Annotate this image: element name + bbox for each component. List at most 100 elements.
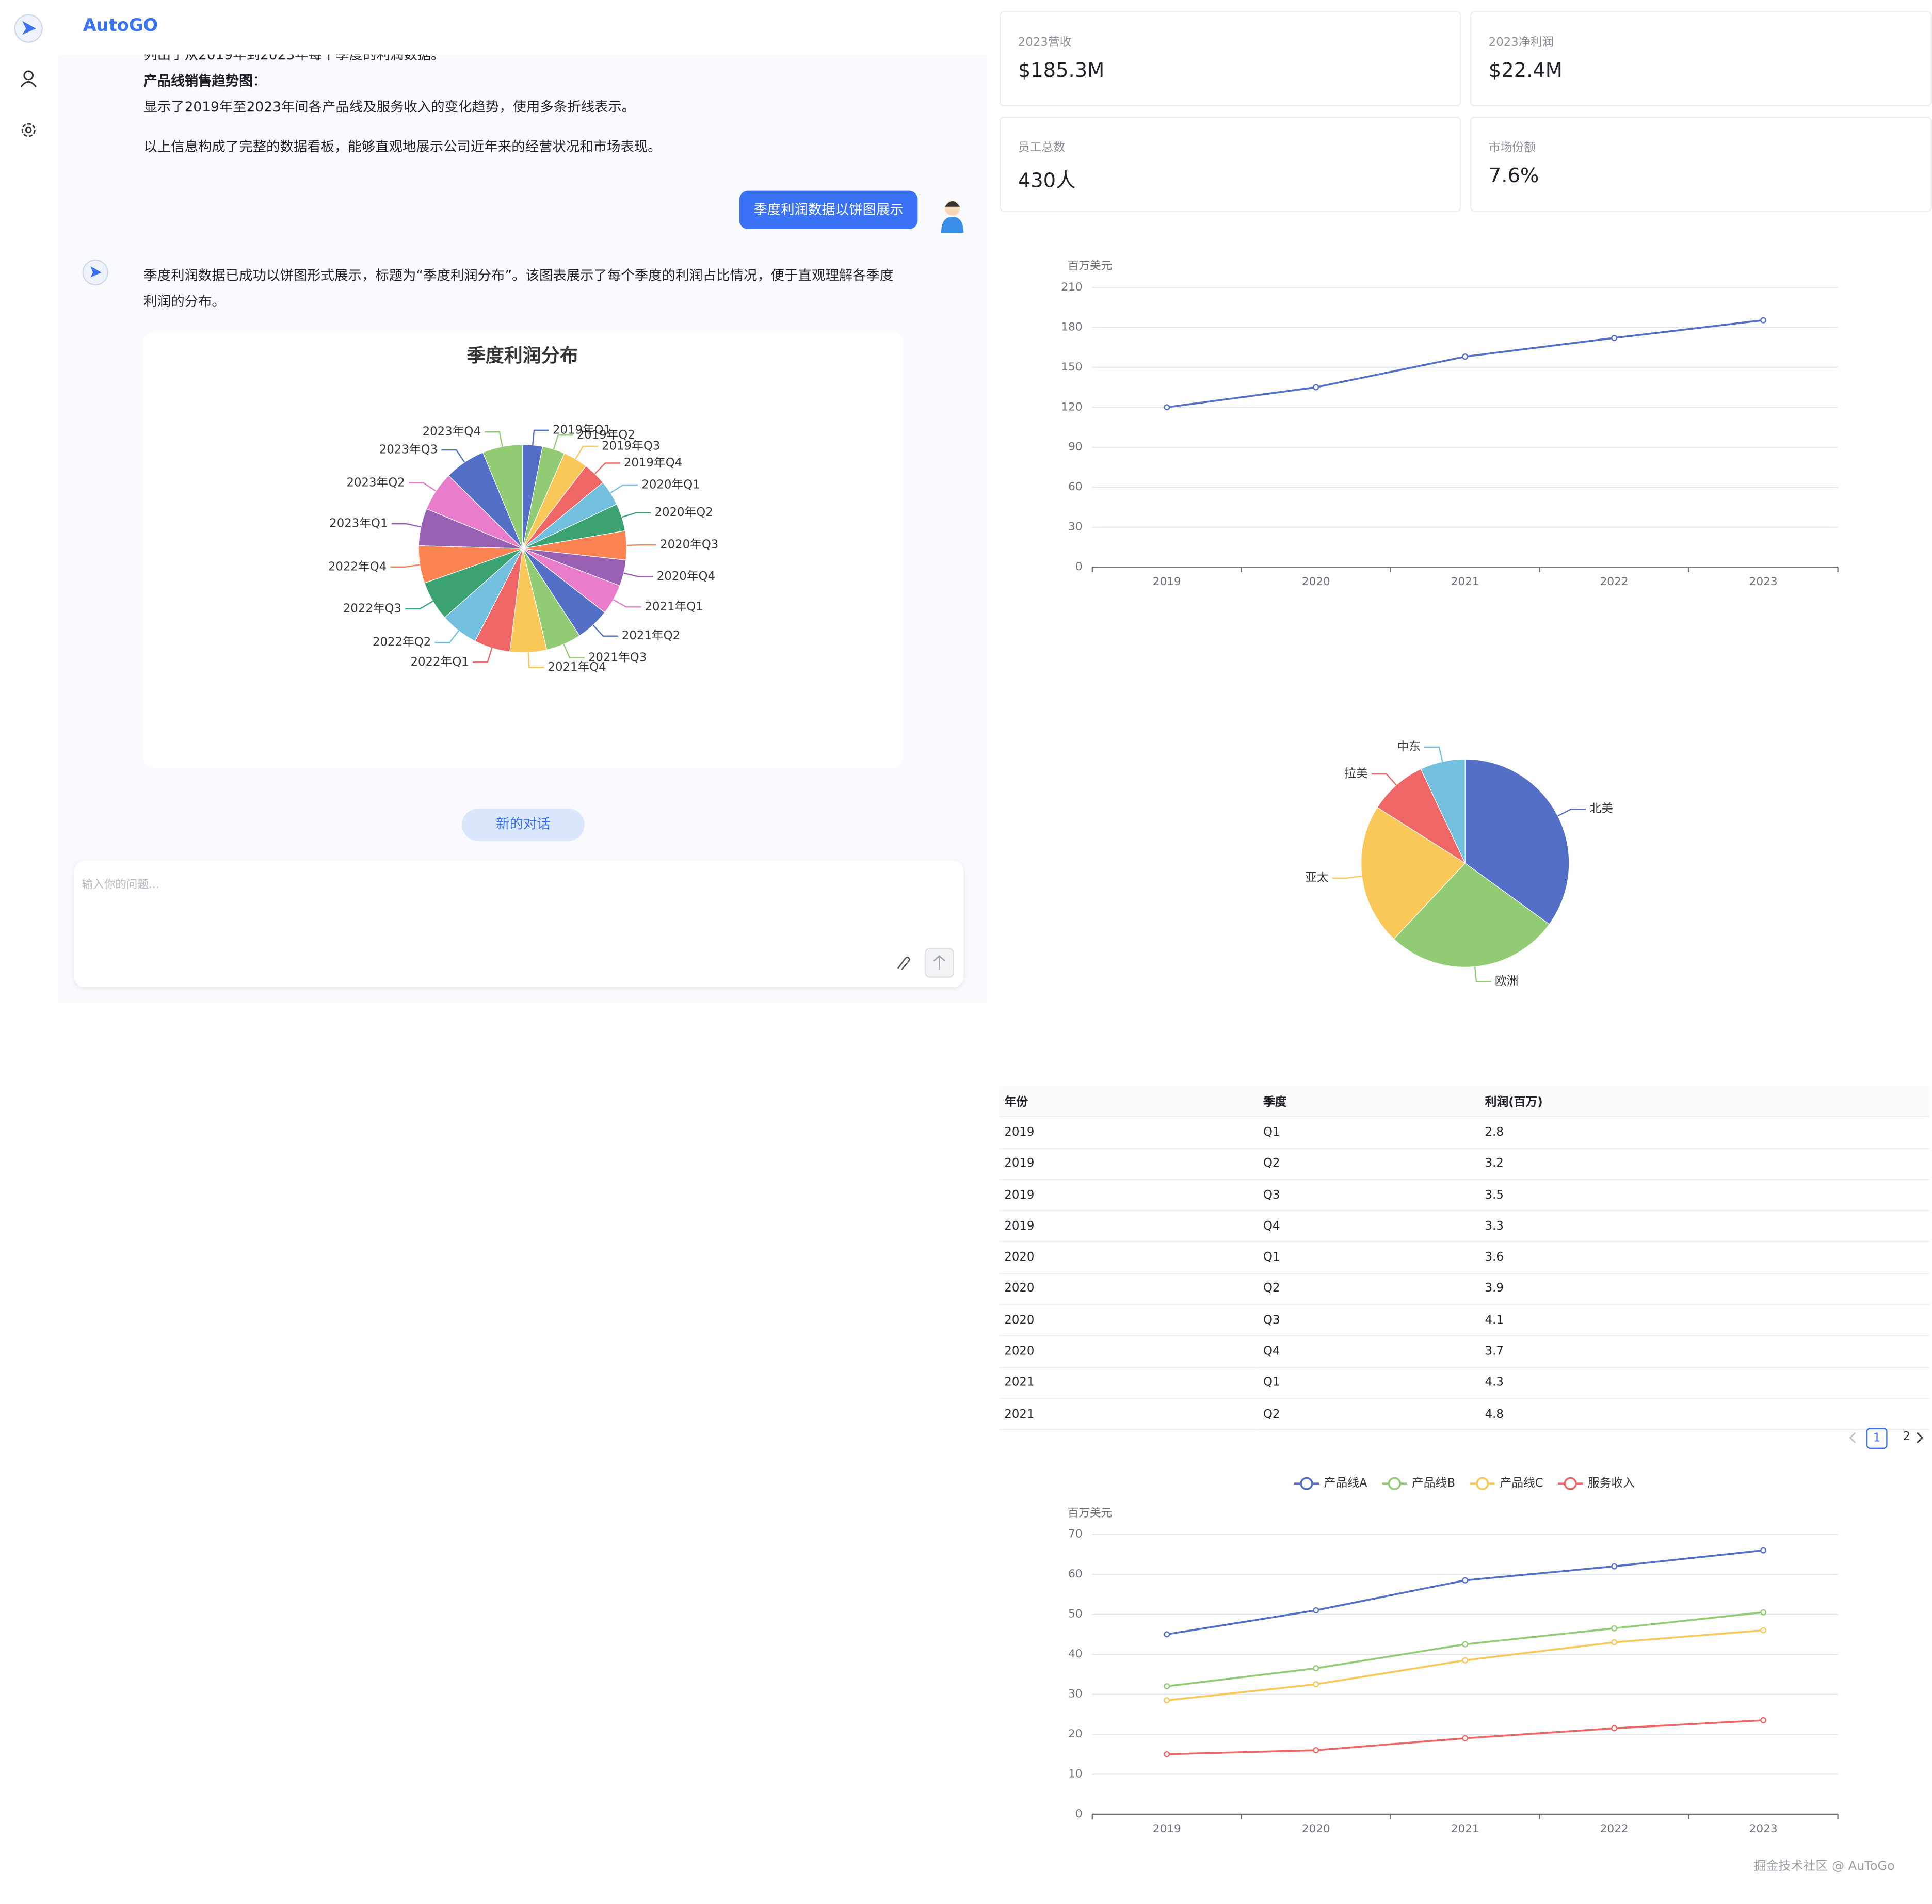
label-line	[405, 601, 433, 609]
legend-label: 服务收入	[1588, 1477, 1635, 1490]
table-cell: Q2	[1258, 1148, 1480, 1180]
legend-marker	[1476, 1477, 1489, 1490]
table-cell: 2020	[999, 1304, 1259, 1337]
y-tick-label: 210	[1061, 281, 1082, 294]
table-cell: 2019	[999, 1117, 1259, 1149]
profit-table: 年份 季度 利润(百万) 2019 Q1 2.8 2019 Q2 3.2 2019 Q3 3.5 20…	[999, 1086, 1930, 1431]
send-icon	[933, 955, 946, 970]
table-cell: 2021	[999, 1367, 1259, 1399]
x-tick-label: 2020	[1302, 575, 1330, 588]
data-point	[1462, 1577, 1469, 1584]
user-icon[interactable]	[23, 70, 34, 81]
slice-label: 2023年Q3	[379, 443, 438, 457]
table-row: 2020 Q1 3.6	[999, 1242, 1930, 1274]
label-line	[1474, 966, 1491, 982]
x-tick-label: 2019	[1153, 575, 1181, 588]
table-cell: Q2	[1258, 1273, 1480, 1305]
attach-icon[interactable]	[897, 956, 910, 971]
label-line	[1332, 875, 1362, 879]
pie-slice	[482, 444, 523, 549]
settings-icon[interactable]	[21, 123, 36, 137]
y-tick-label: 40	[1068, 1648, 1082, 1660]
slice-label: 2020年Q1	[641, 478, 700, 491]
legend-marker	[1388, 1477, 1402, 1490]
table-cell: 4.3	[1480, 1367, 1930, 1399]
data-point	[1313, 1681, 1319, 1688]
table-cell: 3.2	[1480, 1148, 1930, 1180]
y-tick-label: 150	[1061, 361, 1082, 374]
label-line	[623, 572, 653, 577]
y-tick-label: 60	[1068, 1568, 1082, 1580]
input-tools	[897, 948, 954, 978]
assistant-avatar-mark	[90, 266, 102, 278]
kpi-card: 2023净利润 $22.4M	[1470, 11, 1932, 107]
pie-title: 季度利润分布	[467, 345, 578, 366]
prev-page[interactable]	[1848, 1431, 1858, 1444]
data-point	[1164, 1683, 1170, 1690]
y-axis-title: 百万美元	[1068, 1507, 1112, 1520]
slice-label: 2022年Q2	[373, 636, 431, 649]
y-tick-label: 0	[1075, 560, 1083, 573]
data-point	[1611, 1563, 1618, 1570]
table-row: 2021 Q1 4.3	[999, 1367, 1930, 1399]
kpi-value: 7.6%	[1488, 163, 1539, 187]
table-cell: 2020	[999, 1336, 1259, 1368]
slice-label: 2019年Q2	[577, 428, 635, 442]
table-cell: 2020	[999, 1242, 1259, 1274]
slice-label: 2023年Q1	[329, 517, 388, 530]
label-line	[472, 648, 493, 663]
logo-mark	[22, 21, 36, 35]
label-line	[553, 434, 573, 450]
kpi-label: 员工总数	[1018, 141, 1066, 155]
avatar-body	[941, 217, 964, 233]
slice-label: 2021年Q1	[645, 600, 703, 614]
app-name: AutoGO	[83, 16, 158, 36]
kpi-value: $185.3M	[1018, 58, 1105, 82]
table-row: 2020 Q2 3.9	[999, 1273, 1930, 1305]
table-cell: Q4	[1258, 1211, 1480, 1243]
kpi-card: 员工总数 430人	[999, 116, 1461, 212]
label-line	[613, 599, 641, 608]
data-point	[1164, 1697, 1170, 1704]
slice-label: 2022年Q3	[343, 602, 401, 615]
watermark: 掘金技术社区 @ AuToGo	[1753, 1860, 1895, 1874]
slice-label: 2019年Q1	[553, 423, 611, 437]
legend-label: 产品线C	[1500, 1477, 1543, 1490]
y-tick-label: 10	[1068, 1768, 1082, 1781]
y-tick-label: 30	[1068, 521, 1082, 534]
label-line	[592, 624, 618, 637]
label-line	[434, 630, 459, 643]
y-tick-label: 60	[1068, 480, 1082, 493]
chat-input[interactable]: 输入你的问题...	[74, 861, 964, 987]
y-axis-title: 百万美元	[1068, 260, 1112, 272]
avatar-hair	[945, 201, 960, 207]
legend-marker	[1300, 1477, 1313, 1490]
table-row: 2020 Q3 4.1	[999, 1304, 1930, 1337]
new-chat-button[interactable]: 新的对话	[462, 809, 585, 841]
table-row: 2019 Q3 3.5	[999, 1179, 1930, 1212]
legend-marker	[1564, 1477, 1577, 1490]
data-point	[1760, 1609, 1767, 1616]
table-row: 2021 Q2 4.8	[999, 1398, 1930, 1431]
slice-label: 2023年Q2	[347, 476, 405, 489]
user-avatar	[941, 200, 964, 233]
data-point	[1760, 1627, 1767, 1634]
x-tick-label: 2023	[1749, 575, 1778, 588]
slice-label: 2019年Q4	[624, 456, 682, 470]
user-message: 季度利润数据以饼图展示	[739, 190, 918, 230]
next-page[interactable]	[1914, 1431, 1924, 1444]
table-header-cell: 利润(百万)	[1480, 1086, 1930, 1118]
page-number[interactable]: 2	[1903, 1430, 1911, 1444]
table-cell: 3.5	[1480, 1179, 1930, 1212]
data-point	[1611, 1725, 1618, 1732]
slice-label: 中东	[1397, 740, 1421, 753]
slice-label: 2022年Q1	[411, 655, 469, 669]
data-point	[1313, 384, 1319, 391]
table-cell: 2019	[999, 1148, 1259, 1180]
label-line	[621, 512, 651, 518]
slice-label: 2020年Q2	[654, 506, 713, 519]
page-number[interactable]: 1	[1866, 1428, 1888, 1449]
